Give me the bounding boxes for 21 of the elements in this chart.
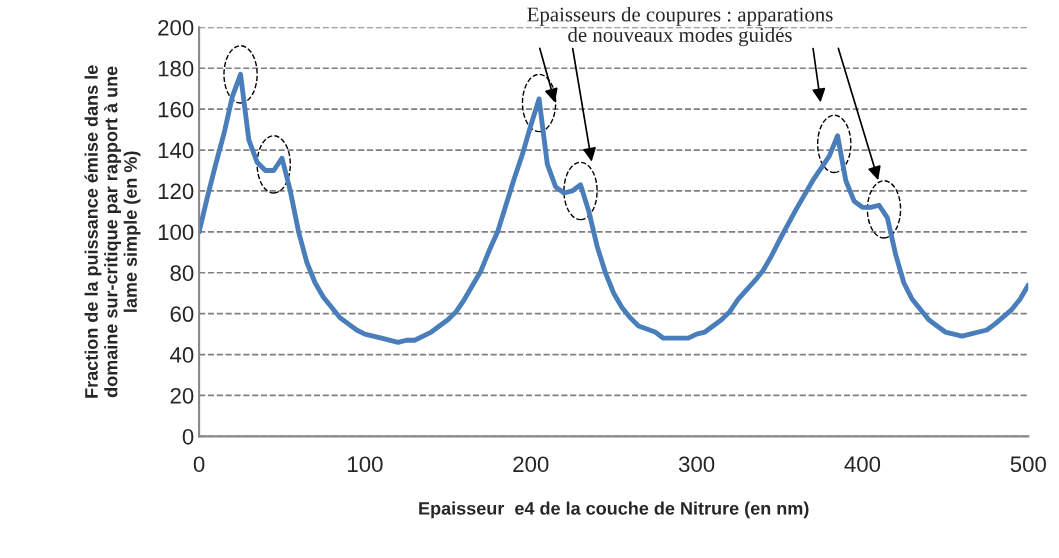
y-tick-label: 160 xyxy=(158,101,194,118)
y-tick-label: 100 xyxy=(158,224,194,241)
line-series xyxy=(199,71,1029,345)
annotation: Epaisseurs de coupures : apparations de nouveaux modes guidés xyxy=(527,6,833,47)
y-tick-label: 0 xyxy=(182,428,194,445)
y-tick-label: 80 xyxy=(170,265,194,282)
x-tick-label: 100 xyxy=(348,456,383,473)
x-tick-label: 200 xyxy=(513,456,549,473)
y-tick-label: 60 xyxy=(170,306,194,322)
x-axis-title: Epaisseur e4 de la couche de Nitrure (en nm) xyxy=(419,501,809,519)
y-tick-label: 40 xyxy=(170,347,194,363)
x-tick-label: 300 xyxy=(678,456,715,473)
y-tick-label: 120 xyxy=(158,183,194,200)
x-tick-label: 500 xyxy=(1010,456,1046,473)
x-tick-label: 0 xyxy=(193,456,205,473)
y-axis-title: Fraction de la puissance émise dans le domaine sur-critique par rapport à une lame simple (en %) xyxy=(84,65,141,398)
y-tick-label: 200 xyxy=(158,19,194,36)
y-tick-label: 140 xyxy=(158,142,194,159)
y-tick-label: 20 xyxy=(170,387,194,404)
y-tick-label: 180 xyxy=(158,60,194,77)
x-tick-label: 400 xyxy=(844,456,881,473)
